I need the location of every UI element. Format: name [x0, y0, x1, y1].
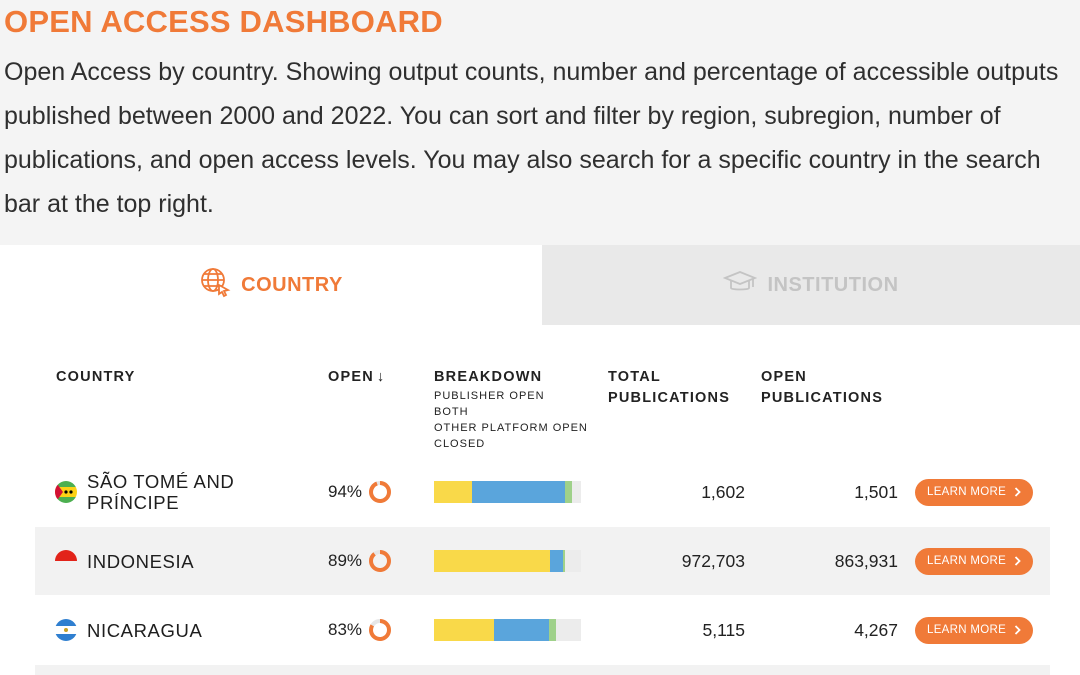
breakdown-segment-publisher-open: [434, 550, 551, 572]
tab-institution-label: INSTITUTION: [767, 273, 899, 296]
legend-closed: CLOSED: [434, 438, 486, 450]
country-name[interactable]: SÃO TOMÉ AND PRÍNCIPE: [87, 471, 235, 513]
breakdown-bar: [434, 481, 581, 503]
breakdown-segment-other-platform-open: [564, 481, 573, 503]
chevron-right-icon: [1014, 556, 1021, 566]
table-panel: COUNTRY OPEN ↓ BREAKDOWN PUBLISHER OPEN B…: [0, 325, 1080, 675]
breakdown-segment-closed: [572, 481, 581, 503]
sao-tome-flag-icon: [55, 481, 77, 503]
column-header-breakdown-label: BREAKDOWN: [434, 369, 543, 385]
legend-publisher-open: PUBLISHER OPEN: [434, 390, 545, 402]
open-percentage-donut: [369, 550, 392, 572]
breakdown-segment-publisher-open: [434, 481, 473, 503]
breakdown-segment-both: [550, 550, 564, 572]
open-percentage: 89%: [328, 551, 363, 570]
donut-fill: [369, 619, 392, 641]
open-publications: 4,267: [854, 619, 898, 640]
column-header-total-line1: TOTAL: [608, 369, 661, 385]
column-header-total-publications[interactable]: TOTAL PUBLICATIONS: [608, 367, 730, 409]
column-header-open-label: OPEN: [328, 369, 374, 385]
tab-country[interactable]: COUNTRY: [0, 245, 542, 325]
open-percentage-donut: [369, 481, 392, 503]
learn-more-button[interactable]: LEARN MORE: [915, 616, 1034, 644]
learn-more-button[interactable]: LEARN MORE: [915, 478, 1034, 506]
breakdown-segment-closed: [564, 550, 581, 572]
breakdown-bar: [434, 550, 581, 572]
donut-fill: [369, 550, 392, 572]
open-percentage-donut: [369, 619, 392, 641]
column-header-open[interactable]: OPEN ↓: [328, 367, 385, 388]
page-description: Open Access by country. Showing output c…: [4, 58, 1059, 218]
country-name[interactable]: INDONESIA: [87, 550, 195, 572]
column-header-country[interactable]: COUNTRY: [56, 369, 136, 385]
legend-both: BOTH: [434, 406, 469, 418]
indonesia-flag-icon: [55, 550, 77, 572]
nicaragua-flag-icon: [55, 619, 77, 641]
breakdown-segment-other-platform-open: [563, 550, 565, 572]
table-row: INDONESIA 89% 972,703 863,931 LEARN MORE: [35, 527, 1050, 595]
breakdown-segment-publisher-open: [434, 619, 495, 641]
breakdown-segment-other-platform-open: [548, 619, 556, 641]
column-header-open-publications[interactable]: OPEN PUBLICATIONS: [761, 367, 883, 409]
column-header-breakdown[interactable]: BREAKDOWN PUBLISHER OPEN BOTH OTHER PLAT…: [434, 367, 588, 452]
breakdown-segment-closed: [555, 619, 581, 641]
column-header-open-pub-line2: PUBLICATIONS: [761, 390, 884, 406]
column-header-open-pub-line1: OPEN: [761, 369, 807, 385]
open-percentage: 94%: [328, 482, 363, 501]
total-publications: 1,602: [701, 481, 745, 502]
page-title: OPEN ACCESS DASHBOARD: [4, 4, 443, 39]
legend-other-platform-open: OTHER PLATFORM OPEN: [434, 422, 588, 434]
table-row: NICARAGUA 83% 5,115 4,267 LEARN MORE: [35, 596, 1050, 664]
tab-country-label: COUNTRY: [241, 273, 343, 296]
tab-bar: COUNTRY INSTITUTION: [0, 245, 1080, 325]
breakdown-segment-both: [494, 619, 549, 641]
open-publications: 863,931: [834, 550, 898, 571]
table-row: [35, 665, 1050, 675]
donut-fill: [369, 481, 392, 503]
total-publications: 5,115: [702, 619, 746, 640]
breakdown-bar: [434, 619, 581, 641]
column-header-total-line2: PUBLICATIONS: [608, 390, 731, 406]
country-name[interactable]: NICARAGUA: [87, 619, 203, 641]
open-percentage: 83%: [328, 620, 363, 639]
chevron-right-icon: [1014, 487, 1021, 497]
learn-more-label: LEARN MORE: [927, 486, 1007, 498]
sort-down-arrow-icon: ↓: [376, 369, 386, 385]
tab-institution[interactable]: INSTITUTION: [542, 245, 1080, 325]
breakdown-segment-both: [472, 481, 565, 503]
total-publications: 972,703: [681, 550, 745, 571]
learn-more-label: LEARN MORE: [927, 555, 1007, 567]
table-row: SÃO TOMÉ AND PRÍNCIPE 94% 1,602 1,501 LE…: [35, 458, 1050, 526]
learn-more-button[interactable]: LEARN MORE: [915, 547, 1034, 575]
open-publications: 1,501: [854, 481, 898, 502]
chevron-right-icon: [1014, 625, 1021, 635]
graduation-cap-icon: [723, 269, 758, 301]
globe-cursor-icon: [199, 266, 231, 304]
learn-more-label: LEARN MORE: [927, 624, 1007, 636]
